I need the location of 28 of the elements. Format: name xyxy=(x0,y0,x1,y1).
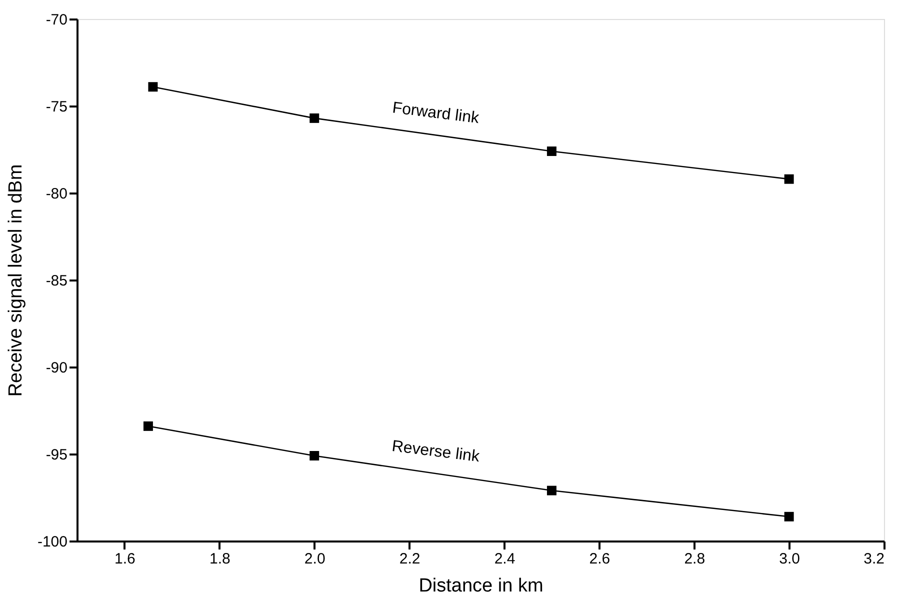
x-tick-label: 2.0 xyxy=(304,550,326,568)
point xyxy=(784,174,794,184)
x-axis-title: Distance in km xyxy=(418,576,544,596)
x-tick-label: 2.6 xyxy=(589,550,610,568)
x-tick-label: 1.8 xyxy=(209,550,230,568)
point xyxy=(310,113,320,123)
x-tick-label: 2.4 xyxy=(494,550,516,568)
text: Forward link xyxy=(391,100,481,128)
y-tick-label: -95 xyxy=(46,446,68,464)
y-tick-label: -80 xyxy=(46,186,68,202)
x-tick-label: 2.2 xyxy=(399,550,420,568)
x-tick-label: 1.6 xyxy=(114,550,136,568)
point xyxy=(148,82,158,92)
y-tick-label: -70 xyxy=(46,12,68,28)
point xyxy=(546,146,556,156)
y-tick-label: -75 xyxy=(46,98,68,116)
point xyxy=(310,450,320,460)
y-tick-label: -85 xyxy=(46,272,68,290)
x-tick-label: 2.8 xyxy=(684,550,706,568)
x-tick-label: 3.2 xyxy=(864,550,884,568)
point xyxy=(143,421,153,431)
point xyxy=(546,486,556,496)
x-tick-label: 3.0 xyxy=(779,550,800,568)
text: Reverse link xyxy=(390,438,482,466)
point xyxy=(784,512,794,522)
y-tick-label: -100 xyxy=(37,534,68,550)
y-tick-label: -90 xyxy=(46,360,68,376)
y-axis-title: Receive signal level in dBm xyxy=(5,164,26,397)
